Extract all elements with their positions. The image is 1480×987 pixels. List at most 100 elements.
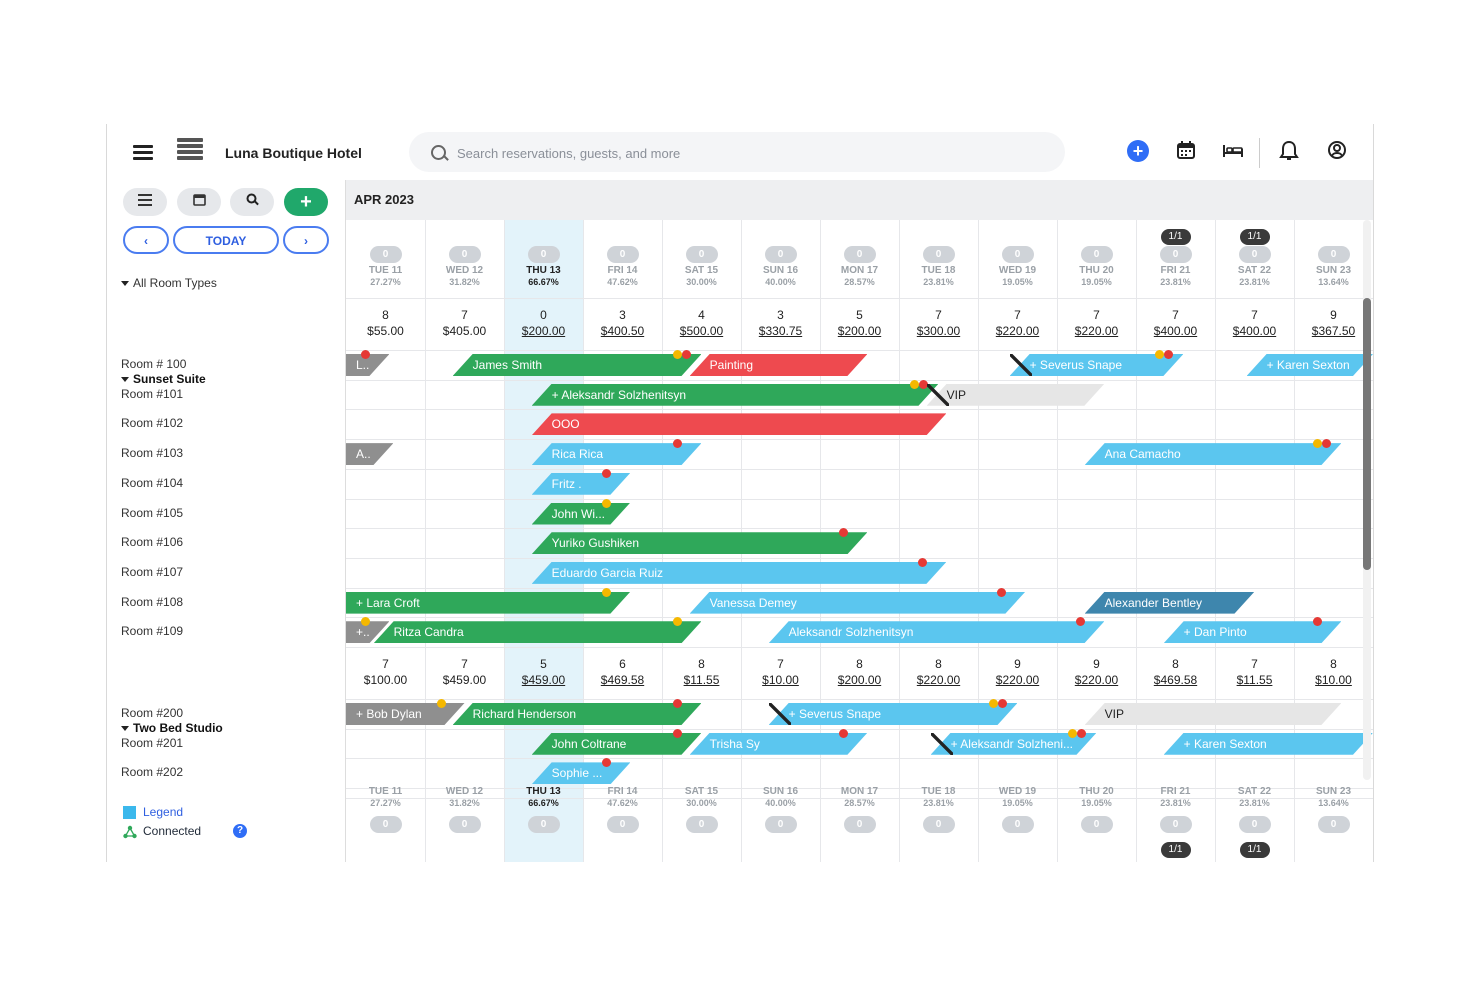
list-view-button[interactable] — [123, 188, 167, 216]
rate-price[interactable]: $400.00 — [1232, 324, 1277, 338]
availability-cell[interactable]: 7 $10.00 — [741, 656, 820, 688]
availability-cell[interactable]: 8 $55.00 — [346, 307, 425, 339]
room-label[interactable]: Room #107 — [121, 564, 184, 579]
rate-price[interactable]: $469.58 — [600, 673, 645, 687]
legend-link[interactable]: Legend — [123, 805, 201, 820]
day-header[interactable]: SAT 22 23.81% 0 1/1 — [1215, 784, 1294, 858]
reservation-bar[interactable]: + Lara Croft — [346, 587, 630, 614]
day-header[interactable]: 0 TUE 18 23.81% — [899, 226, 978, 288]
room-label[interactable]: Room #109 — [121, 624, 184, 639]
availability-cell[interactable]: 7 $220.00 — [1057, 307, 1136, 339]
reservation-bar[interactable]: Aleksandr Solzhenitsyn — [769, 617, 1105, 643]
reservation-bar[interactable]: Alexander Bentley — [1085, 592, 1255, 614]
room-label[interactable]: Room #102 — [121, 416, 184, 431]
day-header[interactable]: 0 FRI 14 47.62% — [583, 226, 662, 288]
rate-price[interactable]: $469.58 — [1153, 673, 1198, 687]
rate-price[interactable]: $200.00 — [837, 324, 882, 338]
day-header[interactable]: FRI 14 47.62% 0 — [583, 784, 662, 857]
availability-cell[interactable]: 5 $459.00 — [504, 656, 583, 688]
calendar-icon[interactable] — [1174, 140, 1198, 164]
availability-cell[interactable]: 8 $10.00 — [1294, 656, 1373, 688]
reservation-bar[interactable]: Ana Camacho — [1085, 439, 1342, 465]
day-header[interactable]: FRI 21 23.81% 0 1/1 — [1136, 784, 1215, 858]
availability-cell[interactable]: 8 $220.00 — [899, 656, 978, 688]
reservation-bar[interactable]: + Dan Pinto — [1164, 617, 1342, 643]
reservation-bar[interactable]: +.. — [346, 617, 389, 643]
room-types-filter[interactable]: All Room Types — [121, 276, 217, 290]
availability-cell[interactable]: 7 $300.00 — [899, 307, 978, 339]
availability-cell[interactable]: 7 $405.00 — [425, 307, 504, 339]
reservation-bar[interactable]: VIP — [1085, 703, 1342, 725]
day-header[interactable]: SAT 15 30.00% 0 — [662, 784, 741, 857]
reservation-bar[interactable]: + Aleksandr Solzhenitsyn — [532, 379, 939, 406]
availability-cell[interactable]: 9 $367.50 — [1294, 307, 1373, 339]
room-label[interactable]: Room #108 — [121, 594, 184, 609]
reservation-bar[interactable]: + Aleksandr Solzheni... — [930, 728, 1097, 755]
day-header[interactable]: THU 13 66.67% 0 — [504, 784, 583, 857]
account-icon[interactable] — [1325, 140, 1349, 164]
day-header[interactable]: 0 SUN 16 40.00% — [741, 226, 820, 288]
availability-cell[interactable]: 3 $400.50 — [583, 307, 662, 339]
day-header[interactable]: TUE 11 27.27% 0 — [346, 784, 425, 857]
day-header[interactable]: 0 SUN 23 13.64% — [1294, 226, 1373, 288]
rate-price[interactable]: $220.00 — [1074, 324, 1119, 338]
day-header[interactable]: 0 TUE 11 27.27% — [346, 226, 425, 288]
rate-price[interactable]: $330.75 — [758, 324, 803, 338]
reservation-bar[interactable]: John Wi... — [532, 498, 631, 525]
reservation-bar[interactable]: Vanessa Demey — [690, 587, 1026, 614]
calendar-view-button[interactable] — [177, 188, 221, 216]
reservation-bar[interactable]: Painting — [690, 354, 868, 376]
rate-price[interactable]: $400.00 — [1153, 324, 1198, 338]
rate-price[interactable]: $300.00 — [916, 324, 961, 338]
day-header[interactable]: 0 WED 19 19.05% — [978, 226, 1057, 288]
add-button[interactable]: + — [284, 188, 328, 216]
day-header[interactable]: 0 WED 12 31.82% — [425, 226, 504, 288]
availability-cell[interactable]: 8 $200.00 — [820, 656, 899, 688]
rate-price[interactable]: $220.00 — [1074, 673, 1119, 687]
rate-price[interactable]: $55.00 — [367, 324, 404, 338]
reservation-bar[interactable]: Eduardo Garcia Ruiz — [532, 557, 947, 584]
rate-price[interactable]: $11.55 — [1236, 673, 1273, 687]
reservation-bar[interactable]: Trisha Sy — [690, 728, 868, 755]
reservation-bar[interactable]: VIP — [926, 383, 1105, 406]
reservation-bar[interactable]: + Bob Dylan — [346, 699, 465, 725]
day-header[interactable]: 1/1 0 SAT 22 23.81% — [1215, 226, 1294, 288]
rate-price[interactable]: $459.00 — [442, 673, 487, 687]
reservation-bar[interactable]: OOO — [532, 413, 947, 435]
prev-button[interactable]: ‹ — [123, 226, 169, 254]
room-label[interactable]: Room #200 — [121, 706, 184, 720]
day-header[interactable]: 0 THU 13 66.67% — [504, 226, 583, 288]
rate-price[interactable]: $11.55 — [683, 673, 720, 687]
day-header[interactable]: MON 17 28.57% 0 — [820, 784, 899, 857]
availability-cell[interactable]: 8 $469.58 — [1136, 656, 1215, 688]
rate-price[interactable]: $10.00 — [762, 673, 799, 687]
menu-icon[interactable] — [133, 145, 153, 161]
availability-cell[interactable]: 7 $459.00 — [425, 656, 504, 688]
reservation-bar[interactable]: Fritz . — [532, 468, 631, 495]
rate-price[interactable]: $220.00 — [995, 673, 1040, 687]
rate-price[interactable]: $200.00 — [521, 324, 566, 338]
day-header[interactable]: SUN 23 13.64% 0 — [1294, 784, 1373, 857]
rate-price[interactable]: $220.00 — [995, 324, 1040, 338]
rate-price[interactable]: $459.00 — [521, 673, 566, 687]
reservation-bar[interactable]: A.. — [346, 443, 393, 465]
rate-price[interactable]: $367.50 — [1311, 324, 1356, 338]
rate-price[interactable]: $500.00 — [679, 324, 724, 338]
reservation-bar[interactable]: + Severus Snape — [1009, 350, 1184, 376]
rate-price[interactable]: $400.50 — [600, 324, 645, 338]
availability-cell[interactable]: 0 $200.00 — [504, 307, 583, 339]
room-label[interactable]: Room #104 — [121, 475, 184, 490]
help-icon[interactable]: ? — [233, 824, 247, 838]
day-header[interactable]: 0 SAT 15 30.00% — [662, 226, 741, 288]
day-header[interactable]: SUN 16 40.00% 0 — [741, 784, 820, 857]
availability-cell[interactable]: 3 $330.75 — [741, 307, 820, 339]
availability-cell[interactable]: 6 $469.58 — [583, 656, 662, 688]
room-group-0[interactable]: Sunset Suite — [121, 372, 206, 386]
day-header[interactable]: 0 THU 20 19.05% — [1057, 226, 1136, 288]
search-bar[interactable] — [409, 132, 1065, 174]
day-header[interactable]: THU 20 19.05% 0 — [1057, 784, 1136, 857]
reservation-bar[interactable]: Yuriko Gushiken — [532, 528, 868, 554]
search-button[interactable] — [230, 188, 274, 216]
reservation-bar[interactable]: John Coltrane — [532, 728, 702, 755]
reservation-bar[interactable]: Sophie ... — [532, 758, 631, 784]
